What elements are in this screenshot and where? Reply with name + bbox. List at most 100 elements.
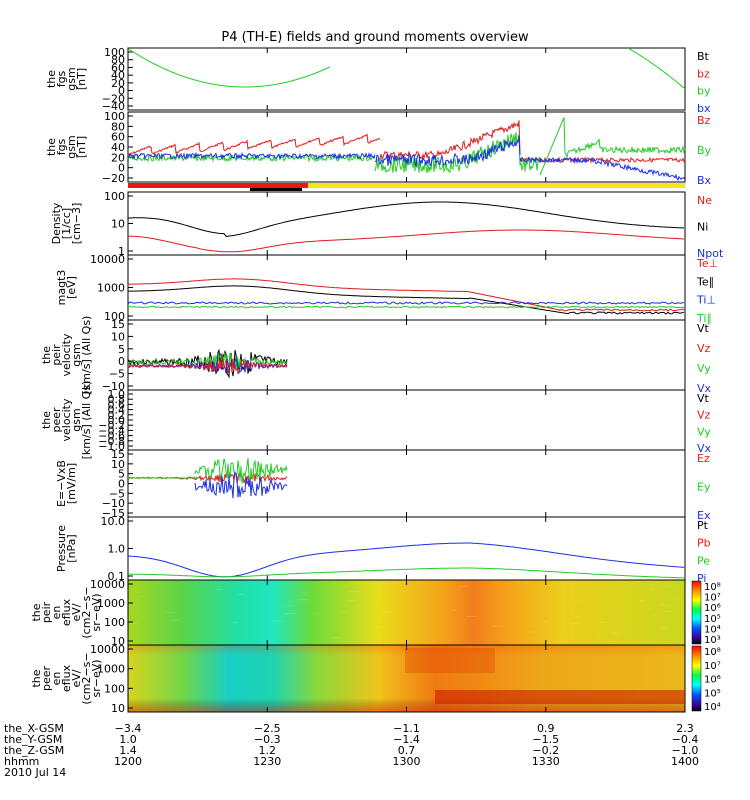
series-Bz-2 <box>379 120 521 161</box>
legend-entry: Bz <box>697 114 711 127</box>
series-Te-perp <box>128 278 685 312</box>
series-Vt <box>127 348 288 379</box>
legend-entry: Ti∥ <box>696 312 712 325</box>
ephemeris-value: −1.1 <box>393 722 420 735</box>
y-tick-label: 10 <box>111 458 125 471</box>
colorbar-label: 10⁸ <box>704 582 721 593</box>
panel-1: thefgsgsm[nT] <box>45 47 686 111</box>
y-tick-label: 0.0 <box>108 414 126 427</box>
legend-entry: Bx <box>697 174 712 187</box>
y-tick-label: −0.8 <box>98 435 125 448</box>
colorbar-label: 10⁶ <box>704 675 721 686</box>
ephemeris-label: the_Y-GSM <box>4 733 62 746</box>
legend-entry: Npot <box>697 247 724 260</box>
y-axis-label: thepeerenefluxeV/(cm2−s−sr−eV) <box>30 652 103 704</box>
ephemeris-value: 1200 <box>114 755 142 768</box>
y-tick-label: −0.6 <box>98 430 125 443</box>
panel-3: Density[1/cc][cm−3] <box>50 191 686 256</box>
ephemeris-value: −3.4 <box>115 722 142 735</box>
y-axis-label: Density[1/cc][cm−3] <box>50 202 83 244</box>
series-Bx-3 <box>519 156 686 182</box>
legend-entry: bx <box>697 102 711 115</box>
chart-title: P4 (TH-E) fields and ground moments over… <box>221 30 529 45</box>
y-tick-label: 80 <box>111 54 125 67</box>
legend-entry: Vx <box>697 442 712 455</box>
panel-9: thepeirenefluxeV/(cm2−s−sr−eV) <box>30 579 702 646</box>
y-tick-label: 100 <box>104 110 125 123</box>
series-By-3 <box>539 117 686 176</box>
legend-entry: Pi <box>697 572 706 585</box>
legend-entry: bz <box>697 67 710 80</box>
colorbar-label: 10⁴ <box>704 624 721 635</box>
ephemeris-value: 1.2 <box>259 744 277 757</box>
ephemeris-label: hhmm <box>4 755 39 768</box>
series-Bz <box>127 133 381 156</box>
y-tick-label: −0.4 <box>98 424 125 437</box>
colorbar-label: 10³ <box>704 635 721 646</box>
y-tick-label: −0.2 <box>98 419 125 432</box>
y-axis-label: E=−VxB[mV/m] <box>55 460 78 507</box>
colorbar-label: 10⁶ <box>704 603 721 614</box>
ephemeris-value: 0.7 <box>398 744 416 757</box>
ephemeris-value: −1.4 <box>393 733 420 746</box>
y-tick-label: 15 <box>111 318 125 331</box>
series-Pi <box>127 542 685 578</box>
colorbar-label: 10⁸ <box>704 647 721 658</box>
y-tick-label: 10 <box>111 218 125 231</box>
legend-entry: By <box>697 144 712 157</box>
legend-entry: Pe <box>697 554 710 567</box>
ephemeris-value: 0.9 <box>537 722 555 735</box>
series-Te-par <box>128 285 685 315</box>
y-axis-label: thefgsgsm[nT] <box>45 135 88 158</box>
y-tick-label: 0.1 <box>108 570 126 583</box>
legend-entry: Ez <box>697 452 710 465</box>
ephemeris-value: 1.4 <box>119 744 137 757</box>
y-tick-label: 0 <box>118 162 125 175</box>
y-tick-label: 10 <box>111 702 125 715</box>
y-tick-label: 1.0 <box>108 543 126 556</box>
series-Ex <box>194 470 288 499</box>
y-tick-label: 0 <box>118 85 125 98</box>
y-axis-label: thefgsgsm[nT] <box>45 67 88 90</box>
y-tick-label: 1000 <box>97 597 125 610</box>
y-tick-label: 0.8 <box>108 393 126 406</box>
legend-entry: Vt <box>697 322 710 335</box>
y-tick-label: −10 <box>102 380 125 393</box>
y-tick-label: 10 <box>111 330 125 343</box>
series-By-2 <box>374 132 541 174</box>
ephemeris-value: 1300 <box>393 755 421 768</box>
y-tick-label: −15 <box>102 507 125 520</box>
y-tick-label: −5 <box>109 368 125 381</box>
colorbar-label: 10⁵ <box>704 614 721 625</box>
y-tick-label: 10000 <box>90 643 125 656</box>
legend-entry: Vy <box>697 362 711 375</box>
y-tick-label: 1000 <box>97 663 125 676</box>
panel-7: E=−VxB[mV/m] <box>55 449 686 518</box>
ephemeris-value: −0.3 <box>254 733 281 746</box>
y-axis-label: thepeirvelocitygsm[km/s] (All Qs) <box>40 316 93 395</box>
mode-bar-yellow <box>308 183 685 188</box>
y-tick-label: 0 <box>118 355 125 368</box>
legend-entry: Ex <box>697 509 711 522</box>
colorbar-label: 10⁴ <box>704 702 721 713</box>
series-Vy <box>127 352 288 372</box>
legend-entry: Vt <box>697 392 710 405</box>
legend-entry: Ey <box>697 481 711 494</box>
legend-entry: Ni <box>697 221 708 234</box>
y-tick-label: −40 <box>102 100 125 113</box>
y-tick-label: −10 <box>102 497 125 510</box>
series-Bx <box>127 151 376 161</box>
y-tick-label: 1000 <box>97 282 125 295</box>
y-tick-label: 10000 <box>90 253 125 266</box>
series-Ti-perp <box>127 301 685 305</box>
y-axis-label: Pressure[nPa] <box>55 525 78 572</box>
legend-entry: Bt <box>697 50 710 63</box>
y-tick-label: 5 <box>118 468 125 481</box>
ephemeris-value: −0.2 <box>532 744 559 757</box>
mode-bar-red <box>128 183 308 188</box>
y-tick-label: 100 <box>104 46 125 59</box>
series-by-1 <box>127 48 331 88</box>
y-axis-label: magt3[eV] <box>55 270 78 306</box>
legend-entry: Te⊥ <box>696 257 718 270</box>
y-tick-label: 15 <box>111 448 125 461</box>
